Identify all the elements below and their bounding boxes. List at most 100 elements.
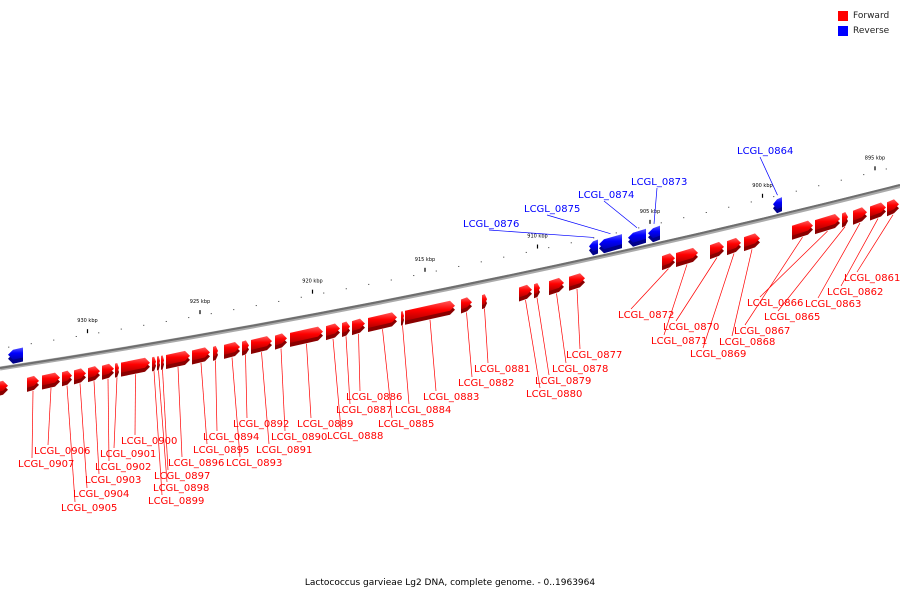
- gene-label[interactable]: LCGL_0887: [336, 405, 392, 416]
- gene-label[interactable]: LCGL_0907: [18, 459, 74, 470]
- gene-label[interactable]: LCGL_0895: [193, 445, 249, 456]
- legend-forward-label: Forward: [853, 10, 890, 21]
- gene-label[interactable]: LCGL_0893: [226, 458, 282, 469]
- gene-leader-line: [525, 300, 541, 389]
- gene-leader-line: [47, 388, 52, 446]
- gene-arrow: [121, 357, 150, 377]
- gene-label[interactable]: LCGL_0903: [85, 475, 141, 486]
- genome-backbone: [0, 184, 900, 369]
- gene-label[interactable]: LCGL_0897: [154, 471, 210, 482]
- gene-leader-line: [546, 214, 611, 235]
- gene-leader-line: [162, 369, 169, 471]
- gene-label[interactable]: LCGL_0866: [747, 298, 803, 309]
- gene-label[interactable]: LCGL_0883: [423, 392, 479, 403]
- axis-tick-label: 925 kbp: [190, 299, 210, 305]
- gene-label[interactable]: LCGL_0863: [805, 299, 861, 310]
- gene-arrow: [42, 372, 60, 390]
- gene-leader-line: [731, 249, 753, 337]
- gene-leader-line: [576, 289, 581, 350]
- gene-label[interactable]: LCGL_0886: [346, 392, 402, 403]
- gene-label[interactable]: LCGL_0896: [168, 458, 224, 469]
- gene-leader-line: [856, 214, 894, 273]
- gene-label[interactable]: LCGL_0898: [153, 483, 209, 494]
- gene-arrow: [887, 199, 899, 217]
- gene-arrow: [242, 340, 249, 356]
- gene-leader-line: [429, 319, 437, 392]
- gene-label[interactable]: LCGL_0881: [474, 364, 530, 375]
- gene-arrow: [628, 228, 646, 247]
- gene-leader-line: [153, 371, 163, 496]
- gene-label[interactable]: LCGL_0884: [395, 405, 451, 416]
- gene-label[interactable]: LCGL_0873: [631, 177, 687, 188]
- gene-arrow: [870, 202, 886, 221]
- gene-arrow: [549, 277, 564, 296]
- gene-label[interactable]: LCGL_0872: [618, 310, 674, 321]
- genome-caption: Lactococcus garvieae Lg2 DNA, complete g…: [304, 578, 596, 588]
- gene-leader-line: [245, 354, 248, 419]
- axis-tick-label: 915 kbp: [415, 257, 435, 263]
- gene-label[interactable]: LCGL_0875: [524, 204, 580, 215]
- gene-leader-line: [466, 312, 473, 378]
- gene-leader-line: [675, 257, 718, 322]
- gene-label[interactable]: LCGL_0879: [535, 376, 591, 387]
- gene-leader-line: [653, 187, 658, 224]
- gene-leader-line: [702, 253, 735, 349]
- gene-label[interactable]: LCGL_0877: [566, 350, 622, 361]
- legend-item-reverse: Reverse: [838, 23, 889, 38]
- gene-arrow: [342, 321, 350, 338]
- gene-arrow: [648, 225, 660, 243]
- gene-label[interactable]: LCGL_0874: [578, 190, 634, 201]
- gene-arrow-partial: [0, 380, 8, 396]
- gene-label[interactable]: LCGL_0892: [233, 419, 289, 430]
- gene-arrow: [589, 239, 598, 256]
- gene-label[interactable]: LCGL_0862: [827, 287, 883, 298]
- gene-label[interactable]: LCGL_0864: [737, 146, 793, 157]
- gene-arrow: [534, 283, 540, 299]
- gene-label[interactable]: LCGL_0878: [552, 364, 608, 375]
- gene-label[interactable]: LCGL_0871: [651, 336, 707, 347]
- gene-arrow: [662, 253, 675, 271]
- gene-label[interactable]: LCGL_0889: [297, 419, 353, 430]
- gene-label[interactable]: LCGL_0901: [100, 449, 156, 460]
- gene-label[interactable]: LCGL_0906: [34, 446, 90, 457]
- gene-label[interactable]: LCGL_0865: [764, 312, 820, 323]
- gene-label[interactable]: LCGL_0891: [256, 445, 312, 456]
- gene-label[interactable]: LCGL_0888: [327, 431, 383, 442]
- gene-label[interactable]: LCGL_0900: [121, 436, 177, 447]
- gene-label[interactable]: LCGL_0869: [690, 349, 746, 360]
- gene-leader-line: [79, 383, 88, 489]
- gene-label[interactable]: LCGL_0868: [719, 337, 775, 348]
- gene-leader-line: [93, 381, 100, 475]
- gene-arrow: [166, 350, 190, 370]
- gene-label[interactable]: LCGL_0899: [148, 496, 204, 507]
- gene-arrow: [368, 312, 397, 333]
- gene-arrow: [792, 220, 813, 240]
- gene-leader-line: [488, 229, 594, 238]
- gene-label[interactable]: LCGL_0894: [203, 432, 259, 443]
- gene-leader-line: [177, 366, 183, 458]
- gene-arrow-partial: [8, 347, 23, 364]
- gene-leader-line: [556, 293, 567, 364]
- gene-leader-line: [332, 338, 342, 431]
- gene-arrow: [275, 333, 287, 350]
- gene-arrow: [352, 318, 365, 336]
- gene-label[interactable]: LCGL_0880: [526, 389, 582, 400]
- gene-leader-line: [231, 357, 241, 458]
- gene-label[interactable]: LCGL_0905: [61, 503, 117, 514]
- gene-label[interactable]: LCGL_0882: [458, 378, 514, 389]
- gene-label[interactable]: LCGL_0870: [663, 322, 719, 333]
- gene-arrow: [842, 212, 848, 228]
- gene-label[interactable]: LCGL_0885: [378, 419, 434, 430]
- gene-arrow: [251, 336, 272, 355]
- gene-label[interactable]: LCGL_0876: [463, 219, 519, 230]
- axis-tick-label: 905 kbp: [640, 209, 660, 215]
- gene-label[interactable]: LCGL_0867: [734, 326, 790, 337]
- gene-label[interactable]: LCGL_0902: [95, 462, 151, 473]
- gene-label[interactable]: LCGL_0890: [271, 432, 327, 443]
- gene-label[interactable]: LCGL_0904: [73, 489, 129, 500]
- gene-leader-line: [280, 348, 286, 432]
- gene-arrow: [152, 356, 156, 372]
- gene-label[interactable]: LCGL_0861: [844, 273, 900, 284]
- gene-leader-line: [215, 360, 218, 432]
